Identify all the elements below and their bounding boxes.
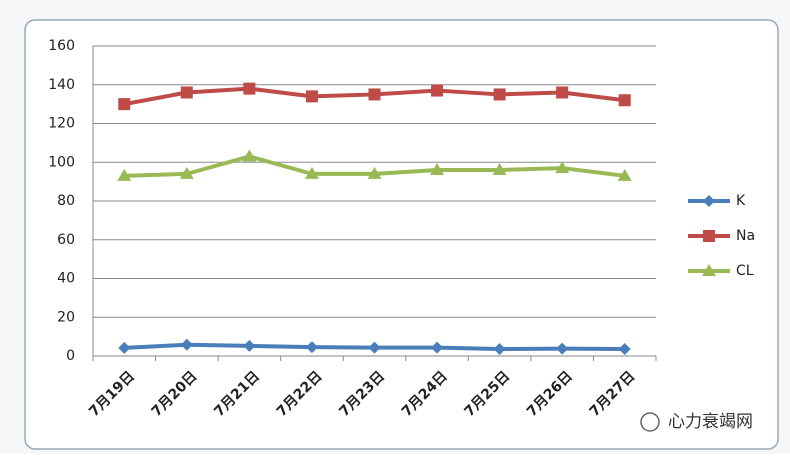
marker: [242, 149, 257, 162]
watermark-icon: [640, 412, 660, 432]
legend-marker: [703, 195, 715, 207]
marker: [118, 341, 131, 354]
marker: [556, 86, 569, 99]
y-tick-label: 160: [48, 38, 75, 54]
marker: [180, 338, 193, 351]
marker: [492, 163, 507, 175]
y-tick-label: 100: [48, 154, 75, 170]
y-tick-label: 20: [57, 309, 75, 325]
marker: [304, 166, 319, 179]
legend-label: K: [736, 193, 746, 209]
y-tick-label: 120: [48, 116, 75, 132]
marker: [367, 166, 382, 179]
y-tick-label: 140: [48, 77, 75, 93]
y-tick-label: 60: [57, 232, 75, 248]
marker: [431, 84, 444, 97]
marker: [243, 82, 256, 95]
legend-marker: [703, 230, 715, 242]
marker: [618, 343, 631, 356]
legend-label: CL: [736, 263, 754, 279]
chart-frame: [24, 19, 779, 450]
marker: [117, 168, 132, 181]
marker: [368, 88, 381, 101]
legend-marker: [702, 264, 716, 276]
marker: [243, 339, 256, 352]
marker: [118, 98, 131, 111]
marker: [180, 86, 193, 99]
marker: [431, 341, 444, 354]
marker: [430, 163, 445, 175]
marker: [617, 168, 632, 181]
marker: [179, 166, 194, 179]
marker: [493, 343, 506, 356]
y-tick-label: 40: [57, 271, 75, 287]
legend-label: Na: [736, 228, 755, 244]
y-tick-label: 0: [66, 348, 75, 364]
y-tick-label: 80: [57, 193, 75, 209]
marker: [556, 342, 569, 355]
watermark: 心力衰竭网: [640, 412, 753, 432]
marker: [305, 90, 318, 103]
marker: [555, 161, 570, 174]
marker: [618, 94, 631, 107]
watermark-text: 心力衰竭网: [668, 412, 753, 432]
marker: [493, 88, 506, 101]
marker: [305, 341, 318, 354]
marker: [368, 341, 381, 354]
